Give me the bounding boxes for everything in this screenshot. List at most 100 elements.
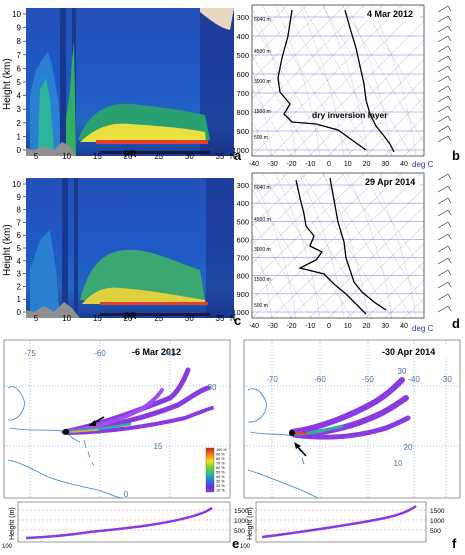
panel_f-lon-label: -40	[408, 375, 420, 384]
panel_e-lat-label: 15	[154, 442, 163, 451]
panel-c-axes: 0 1 2 3 4 5 6 7 8 9 10 5 10 15 20 25 30 35 N	[12, 180, 236, 323]
panel_d-isotherm	[308, 206, 424, 318]
panel_d-dewpoint-profile	[295, 179, 367, 315]
panel_d-dry-adiabat	[361, 173, 424, 274]
wind-barb-flag	[447, 65, 452, 72]
wind-barb	[437, 85, 449, 93]
panel_e-lat-label: 0	[124, 490, 129, 499]
wind-barb-flag	[447, 233, 452, 240]
wind-barb-flag	[447, 85, 452, 92]
panel-c-cloud-layer-yellow	[82, 287, 205, 304]
panel-b: 6040 m 4500 m 3000 m 1500 m 500 m 4 Mar 2012…	[232, 4, 460, 169]
panel_f-lat-label: 10	[394, 459, 403, 468]
panel_f-lon-label: -50	[362, 375, 374, 384]
panel_d-isotherm	[384, 280, 424, 318]
panel_b-pressure-label: 400	[236, 32, 249, 41]
panel_d-moist-adiabat	[298, 173, 345, 318]
panel_a-y-tick-label: 0	[17, 146, 22, 155]
panel-d-letter: d	[452, 316, 460, 331]
wind-barb-flag	[447, 115, 452, 122]
panel_c-x-tick-label: 10	[62, 314, 71, 323]
panel_b-dry-adiabat	[341, 5, 424, 143]
colorbar-label: 80 %	[216, 457, 225, 461]
panel-d-date: 29 Apr 2014	[365, 177, 415, 187]
wind-barb-flag	[447, 305, 452, 312]
panel-b-wind-barbs	[437, 5, 452, 143]
panel_c-x-unit: N	[230, 314, 236, 323]
panel_a-y-tick-label: 3	[17, 105, 22, 114]
panel-c-y-axis-label: Height (km)	[2, 224, 13, 276]
panel-e-colorbar-labels: 100 %90 %80 %70 %60 %50 %40 %30 %20 %10 …	[216, 448, 227, 493]
wind-barb	[437, 115, 449, 123]
panel_d-dry-adiabat	[341, 173, 424, 306]
panel-d: 6040 m 4500 m 3000 m 1500 m 500 m 29 Apr 201…	[232, 172, 465, 333]
panel_d-moist-adiabat	[252, 233, 273, 318]
panel_b-isotherm	[327, 59, 424, 156]
panel_b-isotherm	[252, 5, 346, 99]
panel_b-dry-adiabat	[301, 5, 393, 156]
panel-f-map	[243, 339, 461, 499]
panel_f-lat-label: 30	[398, 367, 407, 376]
panel_d-temp-label: 20	[363, 323, 371, 330]
panel_d-temp-label: -10	[305, 323, 315, 330]
panel_b-height-label: 3000 m	[254, 79, 271, 85]
wind-barb-flag	[447, 15, 452, 22]
panel_b-isotherm	[422, 154, 424, 156]
panel_b-isotherm	[270, 5, 422, 156]
panel_c-y-tick-label: 6	[17, 231, 22, 240]
panel-f-height-trace	[261, 504, 417, 539]
panel-b-grid: 6040 m 4500 m 3000 m 1500 m 500 m	[252, 5, 424, 156]
panel_c-y-tick-label: 0	[17, 308, 22, 317]
panel_c-y-tick-label: 10	[12, 180, 21, 189]
panel_a-y-tick-label: 6	[17, 64, 22, 73]
panel-e-date: -6 Mar 2012	[132, 347, 181, 357]
panel-f-plume-3	[291, 415, 411, 440]
panel_d-isotherm	[252, 173, 327, 245]
panel_d-isotherm	[346, 243, 424, 318]
panel_d-dry-adiabat	[252, 253, 293, 318]
panel_b-pressure-label: 700	[236, 89, 249, 98]
panel-c-letter: c	[234, 313, 241, 328]
panel-e-map-labels: -75 -60 -45 30 15 0	[24, 349, 217, 499]
panel-e-date-box	[128, 346, 200, 358]
panel-c-right-edge	[206, 178, 234, 318]
panel_d-pressure-label: 1000	[232, 308, 249, 317]
panel_d-isotherm	[365, 261, 424, 318]
wind-barb	[437, 233, 449, 241]
panel-e-coast-north	[7, 386, 25, 421]
wind-barb	[437, 95, 449, 103]
panel_b-dry-adiabat	[361, 5, 424, 110]
panel_b-dry-adiabat	[252, 122, 273, 156]
wind-barb-flag	[447, 25, 452, 32]
panel_d-isotherm	[270, 173, 422, 318]
panel_e-lat-label: 30	[208, 383, 217, 392]
panel_d-height-label: 4500 m	[254, 217, 271, 223]
panel_b-pressure-label: 1000	[232, 146, 249, 155]
panel_a-y-tick-label: 4	[17, 92, 22, 101]
wind-barb	[437, 35, 449, 43]
panel_b-moist-adiabat	[252, 6, 297, 156]
panel-e: -6 Mar 2012 100 %90 %80 %70 %60 %50 %40 …	[2, 339, 249, 551]
panel_d-dry-adiabat	[252, 220, 313, 318]
panel-f-height-plot	[255, 501, 427, 543]
panel_a-x-tick-label: 35	[216, 152, 225, 161]
panel_d-temp-label: -20	[286, 323, 296, 330]
panel_b-dry-adiabat	[252, 21, 333, 156]
panel_e-height-tick: 500	[234, 528, 245, 535]
wind-barb	[437, 269, 449, 277]
wind-barb-flag	[447, 75, 452, 82]
wind-barb-flag	[447, 35, 452, 42]
panel_b-temp-label: -10	[305, 161, 315, 168]
panel-e-coast-south	[7, 459, 123, 499]
panel_d-moist-adiabat	[370, 173, 417, 318]
panel_a-y-tick-label: 7	[17, 51, 22, 60]
panel_a-x-tick-label: 25	[154, 152, 163, 161]
wind-barb	[437, 15, 449, 23]
panel-d-temp-unit: deg C	[412, 324, 434, 333]
panel_d-isotherm	[442, 173, 465, 318]
wind-barb-flag	[447, 245, 452, 252]
panel_a-y-tick-label: 5	[17, 78, 22, 87]
panel_f-lon-label: -30	[440, 375, 452, 384]
panel_a-y-tick-label: 9	[17, 24, 22, 33]
panel_b-isotherm	[346, 78, 424, 156]
